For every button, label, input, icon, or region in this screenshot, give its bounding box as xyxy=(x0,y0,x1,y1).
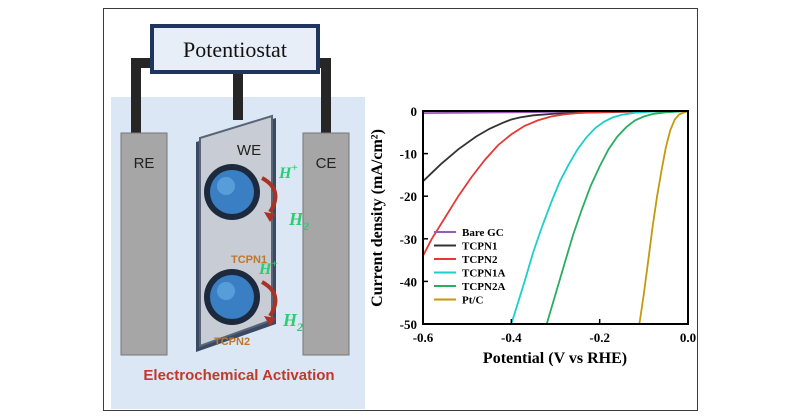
series-line-pt-c xyxy=(638,110,689,325)
proton-label-1: H+ xyxy=(278,162,298,182)
proton-label-2: H+ xyxy=(258,258,278,278)
series-line-tcpn2 xyxy=(422,110,689,257)
arrowhead-2 xyxy=(264,316,276,326)
catalyst-disc-2 xyxy=(204,269,260,325)
caption: Electrochemical Activation xyxy=(143,367,334,384)
series-line-tcpn1a xyxy=(510,110,689,325)
legend-label: Bare GC xyxy=(462,227,504,239)
y-axis-label: Current density (mA/cm²) xyxy=(369,129,386,307)
x-tick-label: -0.2 xyxy=(589,330,610,345)
x-tick-label: -0.6 xyxy=(413,330,434,345)
re-label: RE xyxy=(134,155,155,172)
y-tick-label: -50 xyxy=(400,317,417,332)
legend-label: TCPN1A xyxy=(462,268,505,280)
y-tick-label: -10 xyxy=(400,147,417,162)
x-tick-label: -0.4 xyxy=(501,330,522,345)
potentiostat-box xyxy=(150,24,320,74)
potentiostat-label: Potentiostat xyxy=(183,37,287,62)
catalyst1-label: TCPN1 xyxy=(231,254,267,266)
reaction-arrow-2 xyxy=(260,280,278,318)
arrowhead-1 xyxy=(264,212,276,222)
series-line-tcpn2a xyxy=(545,110,689,325)
reaction-arrow-1 xyxy=(260,176,278,214)
chart-ticks: -0.6 -0.4 -0.2 0.0 0 -10 -20 -30 -40 -50 xyxy=(400,104,696,345)
figure-frame xyxy=(103,8,698,411)
x-tick-label: 0.0 xyxy=(680,330,696,345)
ce-label: CE xyxy=(316,155,337,172)
x-axis-label: Potential (V vs RHE) xyxy=(483,350,627,367)
catalyst-disc-1 xyxy=(204,164,260,220)
catalyst2-label: TCPN2 xyxy=(214,336,250,348)
legend-label: TCPN1 xyxy=(462,241,497,253)
legend-label: TCPN2A xyxy=(462,281,505,293)
y-tick-label: 0 xyxy=(411,104,418,119)
y-tick-label: -40 xyxy=(400,274,417,289)
hydrogen-label-2: H2 xyxy=(282,310,303,334)
y-tick-label: -30 xyxy=(400,232,417,247)
series-line-tcpn1 xyxy=(422,110,689,182)
legend-label: Pt/C xyxy=(462,295,483,307)
hydrogen-label-1: H2 xyxy=(288,209,309,233)
y-tick-label: -20 xyxy=(400,189,417,204)
reference-electrode xyxy=(120,132,168,356)
we-label: WE xyxy=(237,142,261,159)
counter-electrode xyxy=(302,132,350,356)
plot-border xyxy=(422,110,689,325)
legend-label: TCPN2 xyxy=(462,254,498,266)
